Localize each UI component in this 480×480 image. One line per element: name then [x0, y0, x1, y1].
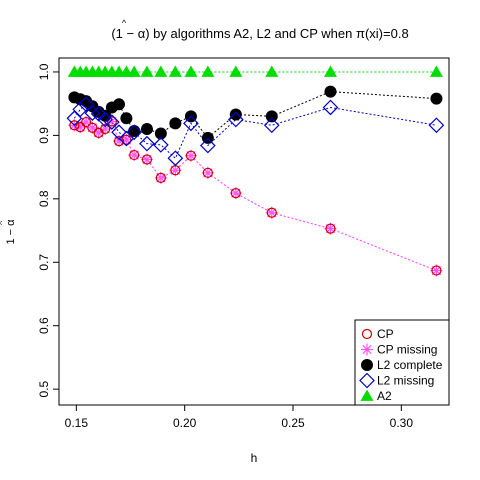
legend-label: CP missing	[377, 343, 437, 357]
point-cp	[87, 122, 98, 133]
legend-marker	[360, 389, 374, 401]
y-tick-label: 0.8	[37, 190, 51, 207]
point-l2_complete	[265, 110, 278, 123]
y-axis-label-prefix: 1 −	[5, 226, 17, 245]
point-l2_complete	[324, 85, 337, 98]
chart-title-alpha: α	[138, 26, 146, 41]
legend-item: A2	[360, 389, 392, 403]
point-cp	[75, 122, 86, 133]
point-l2_missing	[428, 117, 445, 134]
legend-marker	[361, 343, 373, 356]
point-cp	[141, 154, 153, 165]
point-l2_complete	[113, 98, 126, 111]
legend-label: CP	[377, 327, 394, 341]
point-l2_missing	[72, 101, 89, 118]
legend-label: L2 missing	[377, 374, 434, 388]
point-cp	[185, 150, 197, 161]
chart-title: (1 − α) by algorithms A2, L2 and CP when…	[111, 26, 408, 41]
point-l2_complete	[140, 123, 153, 136]
legend-item: L2 complete	[361, 358, 443, 372]
point-cp	[80, 116, 92, 128]
point-l2_missing	[139, 135, 155, 152]
point-l2_complete	[169, 117, 182, 130]
chart-title-prefix: (1 −	[111, 26, 137, 41]
point-l2_complete	[229, 108, 242, 121]
chart-title-pi: π	[356, 26, 365, 41]
point-cp	[129, 149, 140, 161]
x-tick-label: 0.15	[65, 416, 89, 430]
point-l2_missing	[167, 150, 184, 167]
point-l2_missing	[263, 117, 280, 134]
x-tick-label: 0.20	[173, 416, 197, 430]
point-cp	[202, 167, 213, 178]
point-a2	[323, 65, 337, 77]
point-cp	[106, 116, 117, 127]
y-axis-label-hat: ^	[0, 221, 7, 225]
point-a2	[429, 65, 443, 77]
y-tick-label: 1.0	[37, 63, 51, 80]
y-axis-label-text: 1 − α	[5, 219, 17, 245]
legend-marker	[361, 328, 373, 340]
legend-label: L2 complete	[377, 358, 443, 372]
series-points	[66, 65, 445, 277]
x-tick-label: 0.25	[281, 416, 305, 430]
x-axis-label: h	[251, 451, 258, 465]
point-l2_complete	[154, 127, 167, 140]
y-tick-label: 0.7	[37, 254, 51, 271]
point-l2_missing	[78, 96, 94, 113]
y-tick-label: 0.9	[37, 127, 51, 144]
plot-area-frame	[58, 57, 450, 406]
point-a2	[265, 65, 279, 77]
point-a2	[229, 65, 243, 77]
point-l2_missing	[183, 115, 199, 132]
point-a2	[140, 65, 154, 77]
point-cp	[69, 120, 80, 131]
point-l2_missing	[126, 124, 143, 141]
y-tick-label: 0.6	[37, 317, 51, 334]
legend-marker	[361, 359, 373, 371]
point-l2_missing	[200, 137, 216, 154]
legend-item: CP missing	[361, 343, 437, 357]
point-cp	[325, 223, 336, 234]
point-l2_missing	[104, 114, 120, 130]
chart-title-suffix: ) by algorithms A2, L2 and CP when	[145, 26, 356, 41]
point-a2	[168, 65, 182, 77]
point-l2_complete	[120, 112, 133, 125]
legend-label: A2	[377, 389, 392, 403]
legend-item: CP	[361, 327, 394, 341]
legend-item: L2 missing	[359, 372, 434, 389]
point-a2	[201, 65, 215, 77]
point-cp	[121, 134, 132, 145]
x-axis: 0.15 0.20 0.25 0.30	[65, 405, 414, 430]
point-cp	[100, 123, 111, 135]
y-tick-label: 0.5	[37, 380, 51, 397]
point-cp	[230, 188, 241, 199]
point-a2	[184, 65, 198, 77]
point-a2	[154, 65, 168, 77]
point-l2_missing	[152, 137, 169, 153]
point-l2_missing	[322, 99, 339, 116]
x-tick-label: 0.30	[390, 416, 414, 430]
y-axis-label: 1 − α ^	[0, 219, 17, 245]
chart-title-pi-suffix: (xi)=0.8	[365, 26, 409, 41]
point-cp	[113, 136, 125, 147]
chart-title-hat: ^	[122, 18, 127, 28]
point-l2_missing	[227, 111, 244, 128]
point-l2_missing	[111, 124, 127, 141]
point-cp	[155, 172, 166, 183]
point-cp	[266, 207, 277, 218]
point-l2_missing	[84, 105, 101, 122]
y-axis: 0.5 0.6 0.7 0.8 0.9 1.0	[37, 63, 59, 397]
legend-marker	[359, 372, 375, 389]
y-axis-label-alpha: α	[5, 219, 17, 226]
point-cp	[431, 265, 442, 276]
point-l2_complete	[430, 92, 443, 105]
point-a2	[127, 65, 141, 77]
